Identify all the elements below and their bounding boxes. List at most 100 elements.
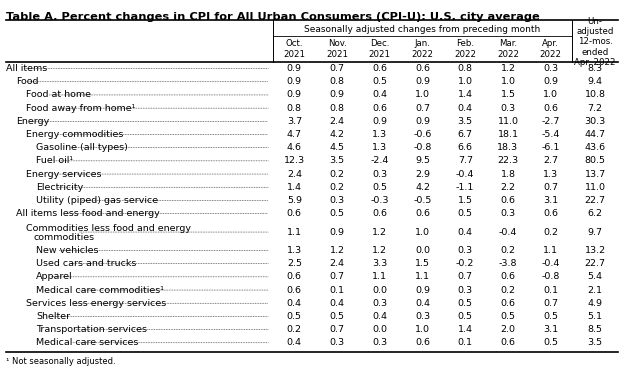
Text: 6.7: 6.7 — [458, 130, 473, 139]
Text: 2.1: 2.1 — [588, 285, 603, 294]
Text: 6.6: 6.6 — [458, 143, 473, 152]
Text: 0.9: 0.9 — [373, 117, 388, 126]
Text: 1.5: 1.5 — [500, 90, 515, 99]
Text: Energy services: Energy services — [26, 170, 102, 178]
Text: Electricity: Electricity — [36, 183, 83, 192]
Text: 3.7: 3.7 — [287, 117, 302, 126]
Text: 0.5: 0.5 — [373, 183, 388, 192]
Text: Gasoline (all types): Gasoline (all types) — [36, 143, 128, 152]
Text: -0.8: -0.8 — [413, 143, 432, 152]
Text: -0.8: -0.8 — [542, 272, 560, 281]
Text: 0.4: 0.4 — [373, 90, 388, 99]
Text: -0.2: -0.2 — [456, 259, 474, 268]
Text: 0.5: 0.5 — [500, 312, 515, 321]
Text: 1.0: 1.0 — [415, 325, 430, 334]
Text: 12.3: 12.3 — [284, 156, 305, 165]
Text: 1.3: 1.3 — [373, 130, 388, 139]
Text: 3.1: 3.1 — [543, 196, 558, 205]
Text: 6.2: 6.2 — [588, 209, 603, 218]
Text: 4.2: 4.2 — [415, 183, 430, 192]
Text: Oct.
2021: Oct. 2021 — [283, 39, 305, 59]
Text: 0.2: 0.2 — [329, 170, 344, 178]
Text: 0.1: 0.1 — [329, 285, 344, 294]
Text: Medical care commodities¹: Medical care commodities¹ — [36, 285, 164, 294]
Text: 0.5: 0.5 — [373, 77, 388, 86]
Text: 0.7: 0.7 — [329, 272, 344, 281]
Text: Fuel oil¹: Fuel oil¹ — [36, 156, 73, 165]
Text: 1.1: 1.1 — [373, 272, 388, 281]
Text: 0.4: 0.4 — [415, 299, 430, 308]
Text: 2.4: 2.4 — [287, 170, 302, 178]
Text: 7.7: 7.7 — [458, 156, 473, 165]
Text: 1.0: 1.0 — [458, 77, 473, 86]
Text: 4.2: 4.2 — [329, 130, 344, 139]
Text: -0.4: -0.4 — [499, 228, 517, 237]
Text: 0.6: 0.6 — [543, 209, 558, 218]
Text: 1.0: 1.0 — [415, 228, 430, 237]
Text: 2.5: 2.5 — [287, 259, 302, 268]
Text: 1.1: 1.1 — [415, 272, 430, 281]
Text: 1.5: 1.5 — [458, 196, 473, 205]
Text: Services less energy services: Services less energy services — [26, 299, 166, 308]
Text: 5.4: 5.4 — [588, 272, 603, 281]
Text: 0.4: 0.4 — [329, 299, 344, 308]
Text: 1.0: 1.0 — [500, 77, 515, 86]
Text: 5.9: 5.9 — [287, 196, 302, 205]
Text: 0.9: 0.9 — [329, 90, 344, 99]
Text: 0.6: 0.6 — [415, 209, 430, 218]
Text: 8.3: 8.3 — [587, 64, 603, 73]
Text: 1.1: 1.1 — [543, 246, 558, 255]
Text: Food at home: Food at home — [26, 90, 91, 99]
Text: 0.5: 0.5 — [329, 312, 344, 321]
Text: 0.5: 0.5 — [329, 209, 344, 218]
Text: -0.4: -0.4 — [542, 259, 560, 268]
Text: 0.8: 0.8 — [329, 77, 344, 86]
Text: 0.3: 0.3 — [500, 104, 515, 112]
Text: 3.5: 3.5 — [587, 338, 603, 347]
Text: 0.6: 0.6 — [415, 64, 430, 73]
Text: 80.5: 80.5 — [585, 156, 605, 165]
Text: 0.6: 0.6 — [373, 104, 388, 112]
Text: -0.6: -0.6 — [413, 130, 432, 139]
Text: 4.5: 4.5 — [329, 143, 344, 152]
Text: 2.0: 2.0 — [500, 325, 515, 334]
Text: -6.1: -6.1 — [542, 143, 560, 152]
Text: 1.4: 1.4 — [287, 183, 302, 192]
Text: 0.6: 0.6 — [500, 299, 515, 308]
Text: 0.9: 0.9 — [543, 77, 558, 86]
Text: 0.7: 0.7 — [329, 64, 344, 73]
Text: 0.6: 0.6 — [373, 64, 388, 73]
Text: -0.3: -0.3 — [371, 196, 389, 205]
Text: 0.7: 0.7 — [543, 299, 558, 308]
Text: Table A. Percent changes in CPI for All Urban Consumers (CPI-U): U.S. city avera: Table A. Percent changes in CPI for All … — [6, 12, 540, 22]
Text: 0.5: 0.5 — [543, 338, 558, 347]
Text: All items less food and energy: All items less food and energy — [16, 209, 160, 218]
Text: 1.5: 1.5 — [415, 259, 430, 268]
Text: 22.7: 22.7 — [585, 196, 605, 205]
Text: 0.3: 0.3 — [329, 196, 344, 205]
Text: 0.3: 0.3 — [415, 312, 430, 321]
Text: 1.2: 1.2 — [329, 246, 344, 255]
Text: 4.6: 4.6 — [287, 143, 302, 152]
Text: Energy: Energy — [16, 117, 49, 126]
Text: 0.2: 0.2 — [287, 325, 302, 334]
Text: 0.3: 0.3 — [373, 170, 388, 178]
Text: 7.2: 7.2 — [588, 104, 603, 112]
Text: 4.7: 4.7 — [287, 130, 302, 139]
Text: Energy commodities: Energy commodities — [26, 130, 124, 139]
Text: 0.6: 0.6 — [500, 196, 515, 205]
Text: 1.4: 1.4 — [458, 325, 473, 334]
Text: 9.4: 9.4 — [588, 77, 603, 86]
Text: Transportation services: Transportation services — [36, 325, 147, 334]
Text: 0.7: 0.7 — [415, 104, 430, 112]
Text: 0.3: 0.3 — [457, 246, 473, 255]
Text: 1.2: 1.2 — [500, 64, 515, 73]
Text: 0.3: 0.3 — [329, 338, 344, 347]
Text: 0.6: 0.6 — [500, 338, 515, 347]
Text: 0.3: 0.3 — [457, 285, 473, 294]
Text: 0.3: 0.3 — [373, 299, 388, 308]
Text: 3.5: 3.5 — [457, 117, 473, 126]
Text: 2.4: 2.4 — [329, 117, 344, 126]
Text: 5.1: 5.1 — [588, 312, 603, 321]
Text: Jan.
2022: Jan. 2022 — [411, 39, 434, 59]
